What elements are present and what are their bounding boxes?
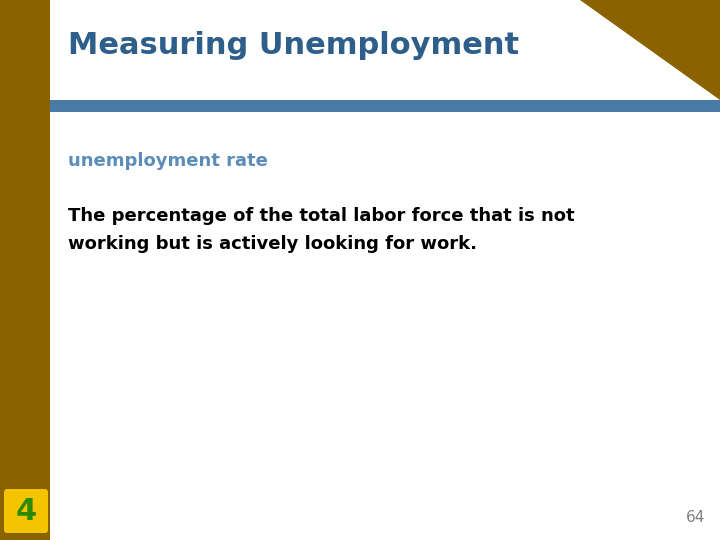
Bar <box>50 100 720 112</box>
Text: Measuring Unemployment: Measuring Unemployment <box>68 30 519 59</box>
Bar <box>0 0 50 540</box>
Polygon shape <box>580 0 720 100</box>
Text: unemployment rate: unemployment rate <box>68 152 268 170</box>
FancyBboxPatch shape <box>4 489 48 533</box>
Text: The percentage of the total labor force that is not
working but is actively look: The percentage of the total labor force … <box>68 207 575 253</box>
Text: 4: 4 <box>15 496 37 525</box>
Text: 64: 64 <box>685 510 705 525</box>
